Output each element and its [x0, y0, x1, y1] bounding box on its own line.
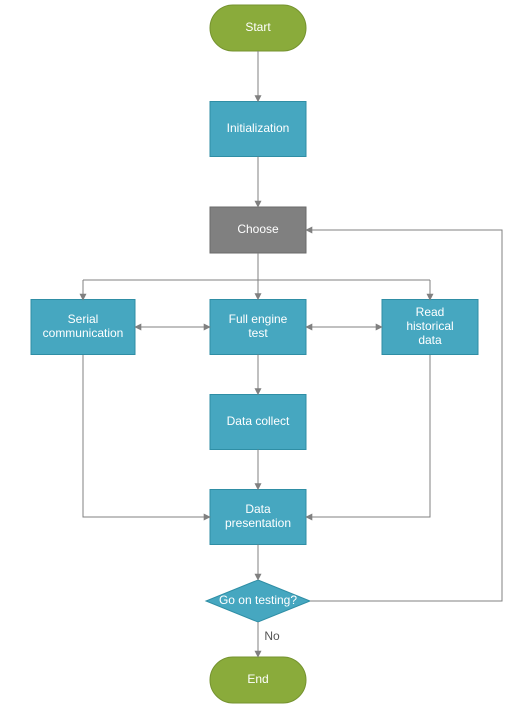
node-start: Start [210, 5, 306, 51]
edge [306, 230, 502, 601]
node-test: Go on testing? [206, 580, 310, 622]
node-present: Datapresentation [210, 490, 306, 545]
node-full-label: test [248, 326, 268, 340]
node-init-label: Initialization [227, 121, 290, 135]
node-read: Readhistoricaldata [382, 300, 478, 355]
edge [306, 355, 430, 517]
node-serial: Serialcommunication [31, 300, 135, 355]
node-serial-label: Serial [68, 312, 99, 326]
node-full: Full enginetest [210, 300, 306, 355]
edge [83, 355, 210, 517]
node-end: End [210, 657, 306, 703]
node-full-label: Full engine [229, 312, 288, 326]
edge-label: No [264, 629, 280, 643]
node-choose-label: Choose [237, 222, 279, 236]
node-read-label: data [418, 333, 442, 347]
node-collect-label: Data collect [227, 414, 290, 428]
node-present-label: Data [245, 502, 271, 516]
node-serial-label: communication [43, 326, 124, 340]
node-start-label: Start [245, 20, 271, 34]
node-init: Initialization [210, 102, 306, 157]
node-choose: Choose [210, 207, 306, 253]
node-read-label: historical [406, 319, 453, 333]
node-collect: Data collect [210, 395, 306, 450]
node-present-label: presentation [225, 516, 291, 530]
node-end-label: End [247, 672, 268, 686]
flowchart-canvas: Start Initialization Choose Serialcommunica… [0, 0, 524, 711]
node-test-label: Go on testing? [219, 593, 297, 607]
node-read-label: Read [416, 305, 445, 319]
